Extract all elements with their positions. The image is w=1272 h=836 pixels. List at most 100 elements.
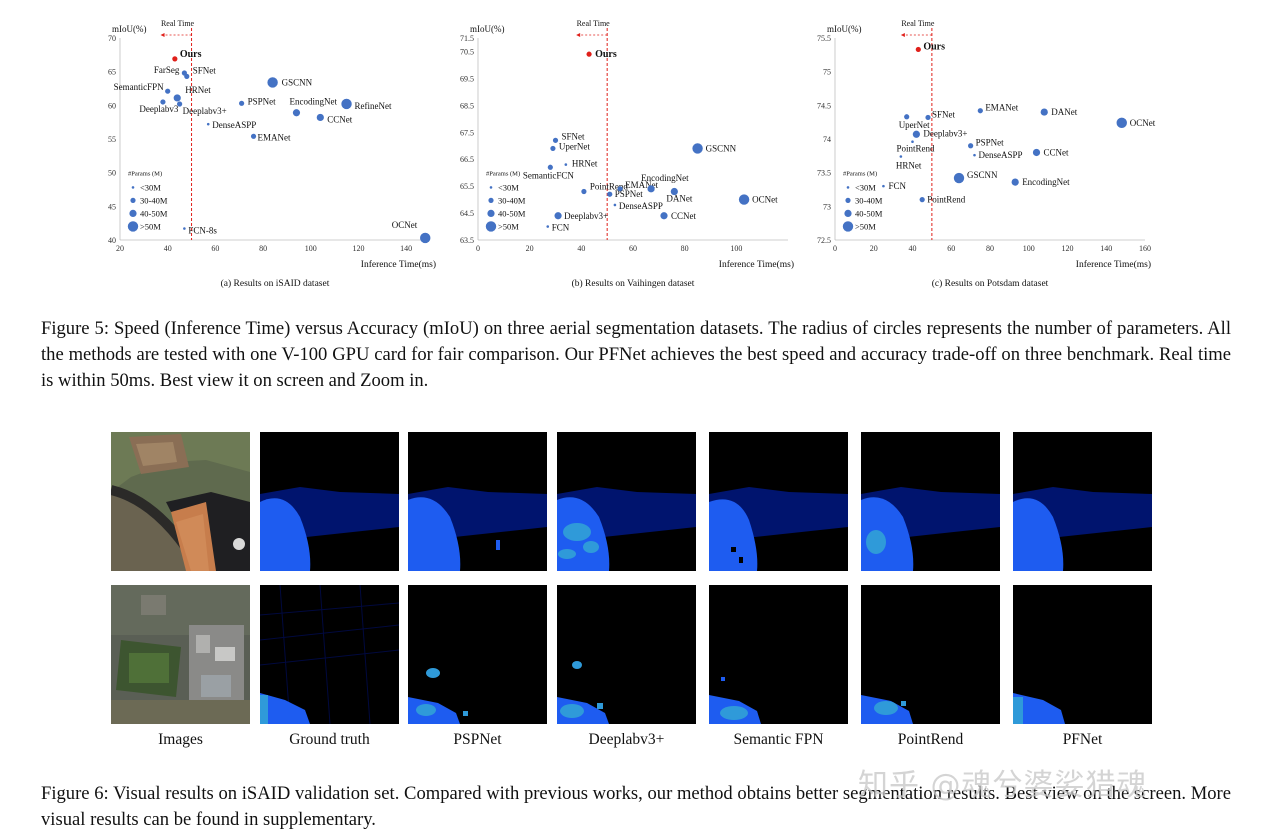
data-point-label: OCNet: [752, 195, 778, 205]
y-tick-label: 55: [108, 135, 116, 144]
x-tick-label: 40: [909, 244, 917, 253]
data-point: [670, 187, 678, 196]
y-tick-label: 72.5: [817, 236, 831, 245]
data-point: [915, 46, 921, 53]
data-point: [547, 164, 553, 170]
row1-pfnet: [1013, 432, 1152, 571]
data-point: [172, 56, 178, 62]
realtime-label: Real Time: [577, 19, 611, 28]
data-point-label: SFNet: [932, 109, 956, 119]
column-label-pfnet: PFNet: [1062, 731, 1103, 748]
x-tick-label: 0: [833, 244, 837, 253]
subfigure-caption: (b) Results on Vaihingen dataset: [572, 278, 695, 289]
data-point: [586, 51, 592, 57]
data-point: [564, 163, 568, 166]
legend-item-label: 30-40M: [498, 195, 526, 205]
data-point: [977, 108, 983, 114]
data-point-label: GSCNN: [706, 143, 737, 153]
data-point-label: DANet: [666, 194, 692, 204]
data-point: [183, 227, 186, 230]
x-axis-label: Inference Time(ms): [719, 259, 794, 270]
data-point: [617, 186, 623, 192]
watermark: 知乎 @魂兮婆娑猎魂: [858, 768, 1148, 803]
x-tick-label: 80: [259, 244, 267, 253]
x-tick-label: 20: [870, 244, 878, 253]
y-tick-label: 63.5: [460, 236, 474, 245]
y-tick-label: 69.5: [460, 74, 474, 83]
legend-marker: [487, 209, 495, 217]
data-point-label: CCNet: [1044, 147, 1070, 157]
data-point: [160, 99, 166, 105]
legend-marker: [846, 186, 850, 189]
data-point-label: DenseASPP: [619, 201, 663, 211]
params-legend: #Params (M) <30M 30-40M 40-50M >50M: [127, 170, 168, 232]
row2-pointrend: [861, 585, 1000, 724]
data-point-label: PSPNet: [248, 96, 277, 106]
x-tick-label: 120: [1062, 244, 1074, 253]
data-point-label: SFNet: [562, 131, 586, 141]
params-legend: #Params (M) <30M 30-40M 40-50M >50M: [485, 170, 526, 232]
row2-ground-truth: [260, 585, 399, 724]
y-tick-label: 70: [108, 34, 116, 43]
data-point: [1011, 178, 1019, 186]
x-tick-label: 60: [629, 244, 637, 253]
data-point-label: FCN: [552, 223, 570, 233]
legend-item-label: >50M: [855, 221, 876, 231]
y-tick-label: 65: [108, 68, 116, 77]
y-axis-label: mIoU(%): [112, 24, 147, 34]
x-tick-label: 20: [526, 244, 534, 253]
legend-item-label: <30M: [498, 182, 519, 192]
subfigure-caption: (a) Results on iSAID dataset: [221, 278, 330, 289]
chart-vaihingen: 63.5 64.5 65.5 66.5 67.5 68.5 69.5 70.5 71.5 0 20 4…: [460, 18, 808, 294]
y-tick-label: 74: [823, 135, 831, 144]
legend-marker: [842, 221, 854, 232]
data-point-label: EncodingNet: [641, 173, 689, 183]
legend-item-label: <30M: [855, 182, 876, 192]
data-point: [692, 143, 703, 154]
data-point: [177, 101, 183, 107]
y-tick-label: 50: [108, 169, 116, 178]
row1-image: [111, 432, 250, 571]
row1-pspnet: [408, 432, 547, 571]
x-tick-label: 160: [1139, 244, 1151, 253]
y-tick-label: 75.5: [817, 34, 831, 43]
x-tick-label: 140: [400, 244, 412, 253]
data-point: [165, 88, 171, 94]
x-axis-label: Inference Time(ms): [361, 259, 436, 270]
row2-pspnet: [408, 585, 547, 724]
data-point: [552, 137, 559, 143]
x-tick-label: 100: [730, 244, 742, 253]
data-point-label: PSPNet: [615, 189, 644, 199]
data-point-label: Deeplabv3+: [923, 128, 967, 138]
x-tick-label: 100: [305, 244, 317, 253]
data-point: [316, 113, 324, 122]
data-point-label: Ours: [923, 41, 945, 52]
data-point-label: FCN-8s: [188, 226, 217, 236]
column-label-pointrend: PointRend: [897, 731, 964, 748]
column-label-pspnet: PSPNet: [453, 731, 502, 748]
data-point: [420, 232, 431, 244]
legend-marker: [131, 186, 135, 189]
legend-item-label: >50M: [498, 221, 519, 231]
data-point-label: HRNet: [185, 85, 211, 95]
legend-item-label: 40-50M: [498, 208, 526, 218]
data-point: [206, 122, 210, 126]
data-point: [899, 155, 903, 158]
data-point-label: DenseASPP: [212, 120, 256, 130]
legend-item-label: >50M: [140, 221, 161, 231]
data-point: [912, 130, 920, 138]
data-point-label: HRNet: [572, 159, 598, 169]
data-point: [882, 184, 885, 188]
data-point: [738, 194, 750, 205]
x-tick-label: 80: [681, 244, 689, 253]
data-point: [581, 188, 587, 195]
data-point: [292, 109, 301, 117]
x-tick-label: 0: [476, 244, 480, 253]
data-point: [546, 225, 550, 228]
data-point-label: EncodingNet: [289, 97, 337, 107]
data-point: [554, 212, 562, 220]
row1-pointrend: [861, 432, 1000, 571]
data-point-label: SFNet: [193, 65, 217, 75]
row1-ground-truth: [260, 432, 399, 571]
y-tick-label: 74.5: [817, 101, 831, 110]
